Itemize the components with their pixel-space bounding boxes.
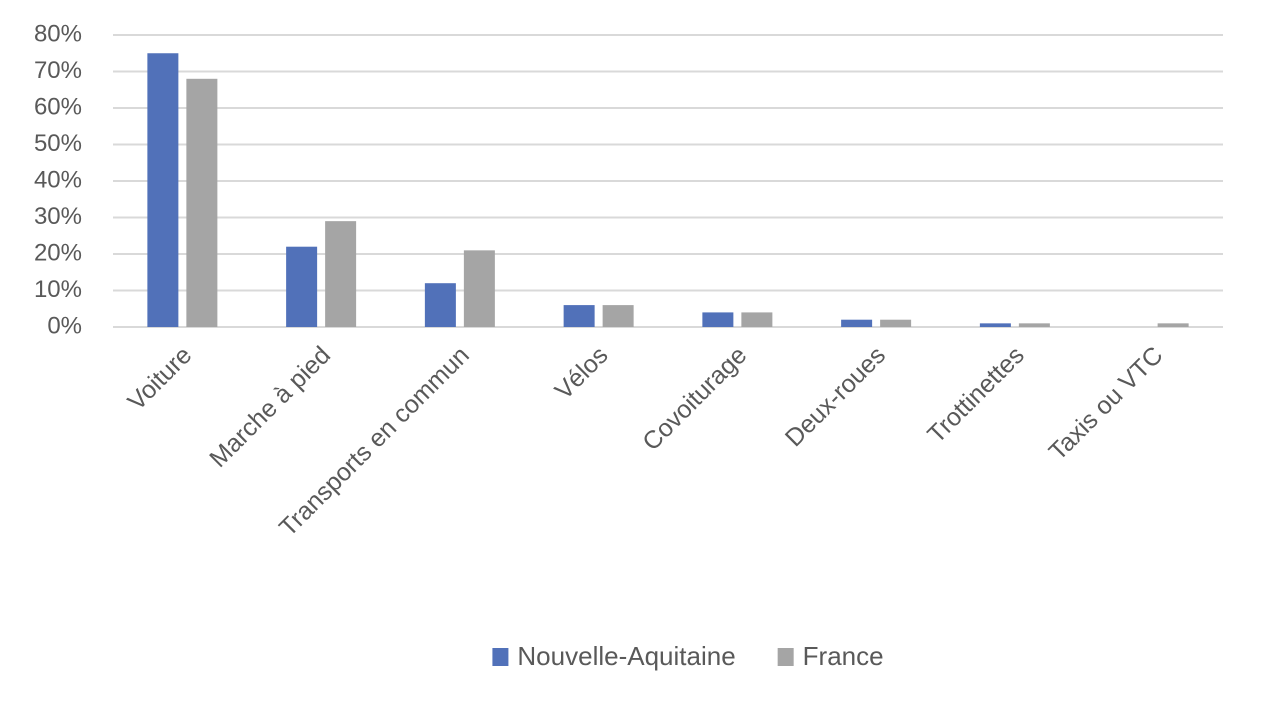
x-tick-label: Covoiturage xyxy=(637,341,752,456)
x-tick-label: Marche à pied xyxy=(204,341,336,473)
bar xyxy=(1018,323,1050,327)
y-tick-label: 0% xyxy=(47,312,82,339)
y-tick-label: 30% xyxy=(34,203,82,230)
y-tick-label: 80% xyxy=(34,20,82,47)
y-tick-label: 70% xyxy=(34,57,82,84)
bar xyxy=(741,312,773,327)
y-tick-label: 20% xyxy=(34,239,82,266)
bar xyxy=(880,319,912,327)
bar xyxy=(463,250,495,327)
x-tick-label: Voiture xyxy=(122,341,197,416)
bar xyxy=(286,246,318,327)
bar xyxy=(841,319,873,327)
x-tick-label: Deux-roues xyxy=(780,341,891,452)
bar xyxy=(186,78,218,327)
bar xyxy=(424,283,456,327)
x-tick-label: Taxis ou VTC xyxy=(1044,341,1169,466)
legend-label: Nouvelle-Aquitaine xyxy=(517,641,735,671)
bar xyxy=(1157,323,1189,327)
legend-swatch xyxy=(777,648,794,666)
bar xyxy=(325,221,357,327)
y-tick-label: 40% xyxy=(34,166,82,193)
bar xyxy=(147,53,179,327)
y-tick-label: 50% xyxy=(34,130,82,157)
legend-label: France xyxy=(803,641,884,671)
y-tick-label: 10% xyxy=(34,276,82,303)
x-tick-label: Vélos xyxy=(550,341,614,405)
bar xyxy=(702,312,734,327)
legend-swatch xyxy=(492,648,509,666)
bar xyxy=(602,305,634,327)
bar xyxy=(979,323,1011,327)
bar xyxy=(563,305,595,327)
x-tick-label: Trottinettes xyxy=(922,341,1030,449)
y-tick-label: 60% xyxy=(34,93,82,120)
